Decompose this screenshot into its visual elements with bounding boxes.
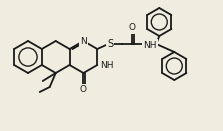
Text: NH: NH xyxy=(143,40,157,50)
Text: NH: NH xyxy=(100,61,114,70)
Text: O: O xyxy=(129,23,136,32)
Text: O: O xyxy=(80,86,87,94)
Text: S: S xyxy=(107,39,113,49)
Text: N: N xyxy=(80,37,87,45)
